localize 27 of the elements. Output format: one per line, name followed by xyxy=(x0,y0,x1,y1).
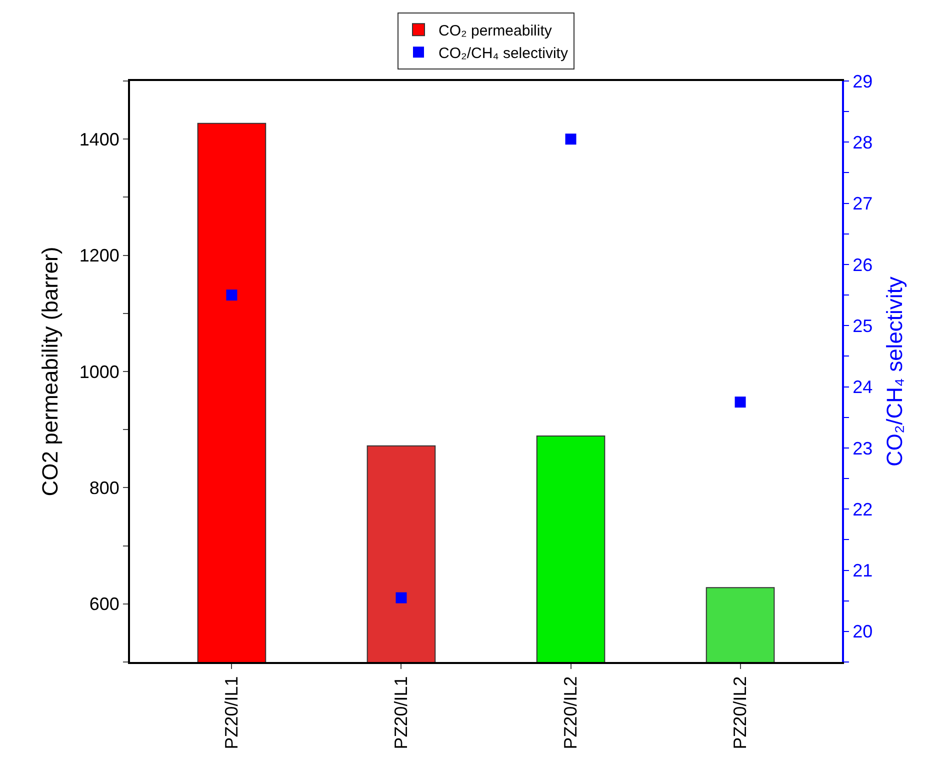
y2-tick-label: 26 xyxy=(852,254,873,275)
point xyxy=(734,396,746,408)
y2-tick-label: 23 xyxy=(852,438,873,458)
y-tick-label: 1000 xyxy=(79,362,120,382)
y2-tick-label: 29 xyxy=(852,71,873,92)
x-tick-label: PZ20/IL2 xyxy=(560,676,581,750)
y2-tick-label: 22 xyxy=(852,499,873,520)
point xyxy=(396,592,407,604)
legend-label: CO₂ permeability xyxy=(438,22,552,40)
x-tick-label: PZ20/IL1 xyxy=(222,676,242,750)
y2-axis-title: CO₂/CH₄ selectivity xyxy=(882,276,908,466)
y-tick-label: 800 xyxy=(89,478,120,498)
x-tick-label: PZ20/IL1 xyxy=(391,676,412,750)
x-tick-label: PZ20/IL2 xyxy=(730,676,750,750)
y-tick-label: 1200 xyxy=(79,246,120,266)
y2-tick-label: 28 xyxy=(852,132,873,152)
y2-tick-label: 21 xyxy=(852,560,873,581)
y-tick-label: 1400 xyxy=(79,129,120,150)
y2-tick-label: 25 xyxy=(852,316,873,336)
y-tick-label: 600 xyxy=(89,594,120,614)
y2-tick-label: 20 xyxy=(852,622,873,642)
y2-tick-label: 24 xyxy=(852,377,873,398)
point xyxy=(565,134,576,145)
y-axis-title: CO2 permeability (barrer) xyxy=(38,246,63,496)
legend-label: CO₂/CH₄ selectivity xyxy=(438,44,568,62)
point xyxy=(226,290,238,301)
y2-tick-label: 27 xyxy=(852,194,873,214)
